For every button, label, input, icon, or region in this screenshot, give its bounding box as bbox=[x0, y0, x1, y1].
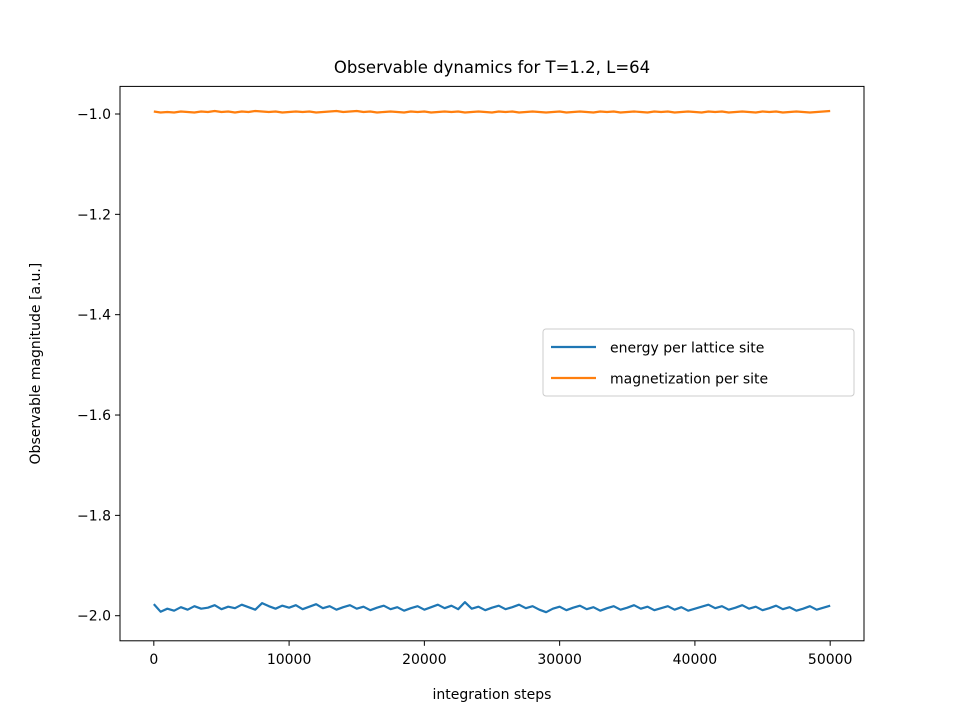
series-line-1 bbox=[153, 109, 831, 114]
plot-frame bbox=[119, 85, 865, 642]
y-tick-label: −1.2 bbox=[77, 207, 111, 223]
x-tick-label: 10000 bbox=[267, 652, 312, 668]
chart-title: Observable dynamics for T=1.2, L=64 bbox=[334, 58, 650, 77]
y-tick-label: −1.6 bbox=[77, 408, 111, 424]
x-tick-label: 40000 bbox=[673, 652, 718, 668]
legend-label-energy: energy per lattice site bbox=[610, 341, 764, 357]
x-axis-label: integration steps bbox=[433, 687, 552, 703]
y-tick-label: −1.4 bbox=[77, 308, 111, 324]
y-axis-label: Observable magnitude [a.u.] bbox=[28, 263, 44, 465]
x-tick-label: 20000 bbox=[402, 652, 447, 668]
x-tick-label: 50000 bbox=[808, 652, 853, 668]
series-line-0 bbox=[153, 601, 831, 614]
y-tick-label: −1.8 bbox=[77, 508, 111, 524]
legend-box bbox=[542, 328, 855, 397]
legend: energy per lattice site magnetization pe… bbox=[542, 328, 855, 397]
x-tick-label: 30000 bbox=[537, 652, 582, 668]
y-tick-label: −2.0 bbox=[77, 609, 111, 625]
y-tick-label: −1.0 bbox=[77, 107, 111, 123]
series-layer bbox=[153, 109, 831, 614]
legend-label-magnetization: magnetization per site bbox=[610, 372, 768, 388]
x-tick-label: 0 bbox=[149, 652, 158, 668]
x-axis: 0 10000 20000 30000 40000 50000 bbox=[149, 640, 853, 668]
y-axis: −2.0 −1.8 −1.6 −1.4 −1.2 −1.0 bbox=[77, 107, 120, 625]
